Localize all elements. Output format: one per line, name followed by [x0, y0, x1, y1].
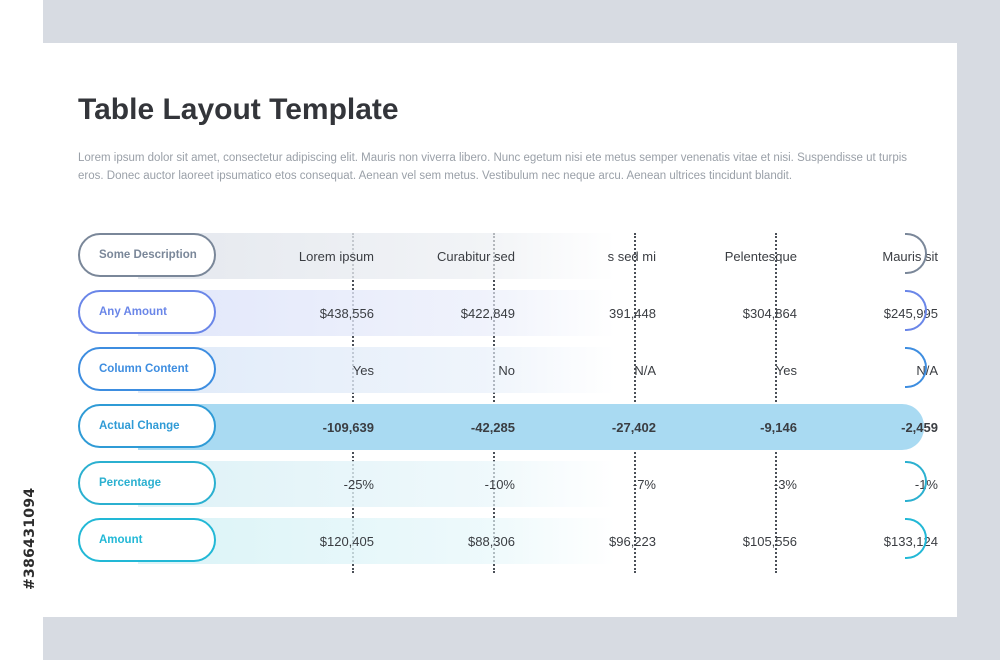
column-divider — [493, 233, 495, 573]
row-label: Some Description — [99, 249, 197, 261]
table-cell: Pelentesque — [724, 248, 797, 264]
row-label-pill: Percentage — [78, 461, 216, 505]
table-row: Percentage -25% -10% -7% -3% -1% — [78, 461, 938, 507]
table-card: Table Layout Template Lorem ipsum dolor … — [43, 43, 957, 617]
table-cell: Yes — [775, 362, 797, 378]
row-label: Any Amount — [99, 306, 167, 318]
table-cell: $438,556 — [319, 305, 374, 321]
column-divider — [634, 233, 636, 573]
table-cell: -7% — [632, 476, 656, 492]
row-label-pill: Any Amount — [78, 290, 216, 334]
row-label: Amount — [99, 534, 143, 546]
table-cell: -3% — [773, 476, 797, 492]
table-cell: $105,556 — [742, 533, 797, 549]
table-cell: -2,459 — [901, 419, 938, 435]
table-cell: $96,223 — [609, 533, 656, 549]
table-cell: Yes — [352, 362, 374, 378]
table-cell: N/A — [634, 362, 656, 378]
table-cell: $88,306 — [468, 533, 515, 549]
row-highlight-band — [138, 404, 924, 450]
description: Lorem ipsum dolor sit amet, consectetur … — [78, 152, 908, 182]
table-cell: 391,448 — [609, 305, 656, 321]
row-band — [138, 233, 908, 279]
row-label-pill: Amount — [78, 518, 216, 562]
table-cell: $422,849 — [460, 305, 515, 321]
row-label-pill: Some Description — [78, 233, 216, 277]
left-strip: #386431094 — [0, 0, 43, 660]
table-cell: -27,402 — [611, 419, 656, 435]
row-band — [138, 518, 908, 564]
row-band — [138, 290, 908, 336]
table-cell: $120,405 — [319, 533, 374, 549]
table-row: Column Content Yes No N/A Yes N/A — [78, 347, 938, 393]
row-label: Actual Change — [99, 420, 180, 432]
table-row-header: Some Description Lorem ipsum Curabitur s… — [78, 233, 938, 279]
column-divider — [352, 233, 354, 573]
row-band — [138, 347, 908, 393]
image-id: #386431094 — [22, 487, 38, 590]
row-label-pill: Actual Change — [78, 404, 216, 448]
table-cell: -10% — [484, 476, 515, 492]
table-cell: $304,864 — [742, 305, 797, 321]
table-cell: -9,146 — [760, 419, 797, 435]
page-title: Table Layout Template — [78, 93, 399, 126]
table-cell: -109,639 — [322, 419, 374, 435]
row-label: Column Content — [99, 363, 189, 375]
table-cell: -42,285 — [470, 419, 515, 435]
table-cell: Lorem ipsum — [298, 248, 374, 264]
table-cell: No — [498, 362, 515, 378]
row-band — [138, 461, 908, 507]
table-cell: s sed mi — [607, 248, 656, 264]
column-divider — [775, 233, 777, 573]
table-row: Amount $120,405 $88,306 $96,223 $105,556… — [78, 518, 938, 564]
table-row-highlighted: Actual Change -109,639 -42,285 -27,402 -… — [78, 404, 938, 450]
row-label-pill: Column Content — [78, 347, 216, 391]
table-cell: Curabitur sed — [436, 248, 515, 264]
table-row: Any Amount $438,556 $422,849 391,448 $30… — [78, 290, 938, 336]
row-label: Percentage — [99, 477, 162, 489]
table-cell: -25% — [343, 476, 374, 492]
